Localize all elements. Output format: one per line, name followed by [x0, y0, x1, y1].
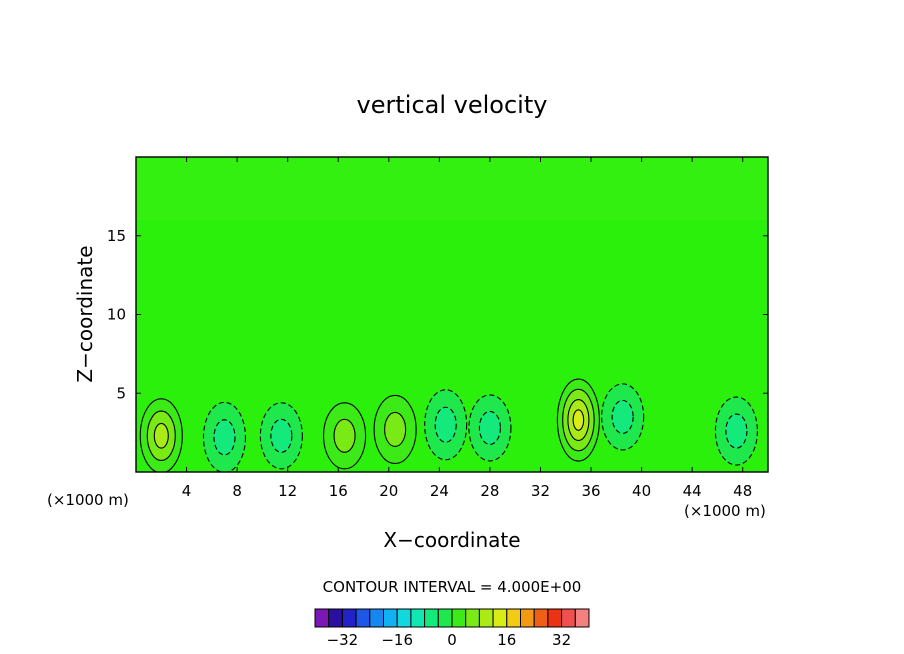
colorbar-swatch — [396, 608, 412, 628]
x-tick-label: 28 — [480, 482, 499, 500]
colorbar-swatch — [465, 608, 480, 628]
feature-fill-4 — [384, 412, 406, 447]
x-tick-label: 48 — [733, 482, 752, 500]
colorbar-swatch — [424, 608, 439, 628]
feature-contour-7 — [562, 388, 595, 452]
y-axis: 5 10 15 — [107, 227, 768, 402]
y-tick-label: 10 — [107, 306, 126, 324]
feature-contour-2 — [270, 418, 293, 453]
chart-title: vertical velocity — [357, 91, 548, 119]
x-tick-label: 36 — [581, 482, 600, 500]
feature-fill-2 — [270, 419, 292, 453]
colorbar-swatch — [314, 608, 330, 628]
colorbar-swatch — [355, 608, 371, 628]
colorbar — [314, 608, 590, 628]
colorbar-swatch — [574, 608, 590, 628]
colorbar-swatch — [437, 608, 453, 628]
feature-contour-5 — [434, 406, 457, 443]
x-tick-label: 16 — [329, 482, 348, 500]
colorbar-swatch — [533, 608, 549, 628]
x-tick-label: 8 — [232, 482, 242, 500]
colorbar-swatch — [547, 608, 563, 628]
feature-contour-2 — [259, 402, 303, 470]
feature-contour-7 — [572, 409, 585, 431]
feature-contour-8 — [611, 399, 634, 434]
feature-fill-3 — [334, 419, 356, 453]
feature-contour-8 — [601, 383, 645, 451]
colorbar-swatch — [383, 608, 398, 628]
colorbar-swatch — [328, 608, 343, 628]
feature-contour-1 — [213, 419, 236, 456]
feature-fill-6 — [479, 411, 501, 445]
feature-fill-1 — [213, 419, 235, 455]
colorbar-swatch — [478, 608, 494, 628]
x-tick-label: 12 — [278, 482, 297, 500]
colorbar-swatch — [561, 608, 576, 628]
x-tick-label: 40 — [632, 482, 651, 500]
feature-fill-0 — [154, 423, 169, 449]
contour-lines — [139, 378, 758, 472]
colorbar-swatch — [451, 608, 467, 628]
upper-band — [136, 157, 768, 220]
colorbar-swatch — [492, 608, 508, 628]
y-tick-label: 5 — [116, 384, 126, 402]
colorbar-tick-label: −32 — [327, 631, 359, 649]
colorbar-swatch — [410, 608, 426, 628]
colorbar-ticks: −32 −16 0 16 32 — [327, 631, 572, 649]
x-axis-label: X−coordinate — [383, 528, 520, 552]
feature-contour-9 — [714, 396, 758, 466]
y-axis-label: Z−coordinate — [73, 245, 97, 382]
feature-contour-9 — [725, 413, 748, 449]
feature-contour-3 — [333, 418, 356, 453]
feature-contour-1 — [202, 401, 247, 472]
x-tick-label: 20 — [379, 482, 398, 500]
feature-contour-3 — [323, 402, 367, 470]
y-tick-label: 15 — [107, 227, 126, 245]
feature-contour-7 — [567, 398, 590, 442]
colorbar-swatch — [506, 608, 521, 628]
x-unit-right: (×1000 m) — [684, 502, 766, 520]
feature-contour-0 — [139, 398, 183, 472]
contour-interval-label: CONTOUR INTERVAL = 4.000E+00 — [323, 578, 582, 596]
x-tick-label: 32 — [531, 482, 550, 500]
feature-fill-7 — [573, 409, 584, 431]
colorbar-tick-label: 0 — [447, 631, 457, 649]
feature-contour-5 — [424, 389, 468, 461]
x-axis: 4 8 12 16 20 24 28 32 36 40 44 48 — [182, 157, 752, 500]
x-tick-label: 44 — [683, 482, 702, 500]
colorbar-swatch — [520, 608, 535, 628]
colorbar-swatch — [341, 608, 357, 628]
colorbar-swatch — [369, 608, 384, 628]
feature-contour-4 — [384, 411, 407, 448]
feature-contour-0 — [153, 422, 169, 449]
feature-contour-6 — [478, 410, 501, 445]
colorbar-tick-label: −16 — [381, 631, 413, 649]
colorbar-tick-label: 16 — [497, 631, 516, 649]
feature-contour-0 — [146, 410, 176, 461]
feature-contour-4 — [373, 394, 417, 465]
feature-fill-9 — [725, 414, 747, 449]
colorbar-tick-label: 32 — [552, 631, 571, 649]
feature-contour-7 — [556, 378, 600, 462]
x-tick-label: 24 — [430, 482, 449, 500]
feature-contour-6 — [468, 394, 512, 462]
feature-fill-8 — [612, 400, 634, 434]
feature-fill-5 — [435, 407, 457, 443]
x-tick-label: 4 — [182, 482, 192, 500]
velocity-field — [136, 157, 768, 472]
x-unit-left: (×1000 m) — [47, 491, 129, 509]
